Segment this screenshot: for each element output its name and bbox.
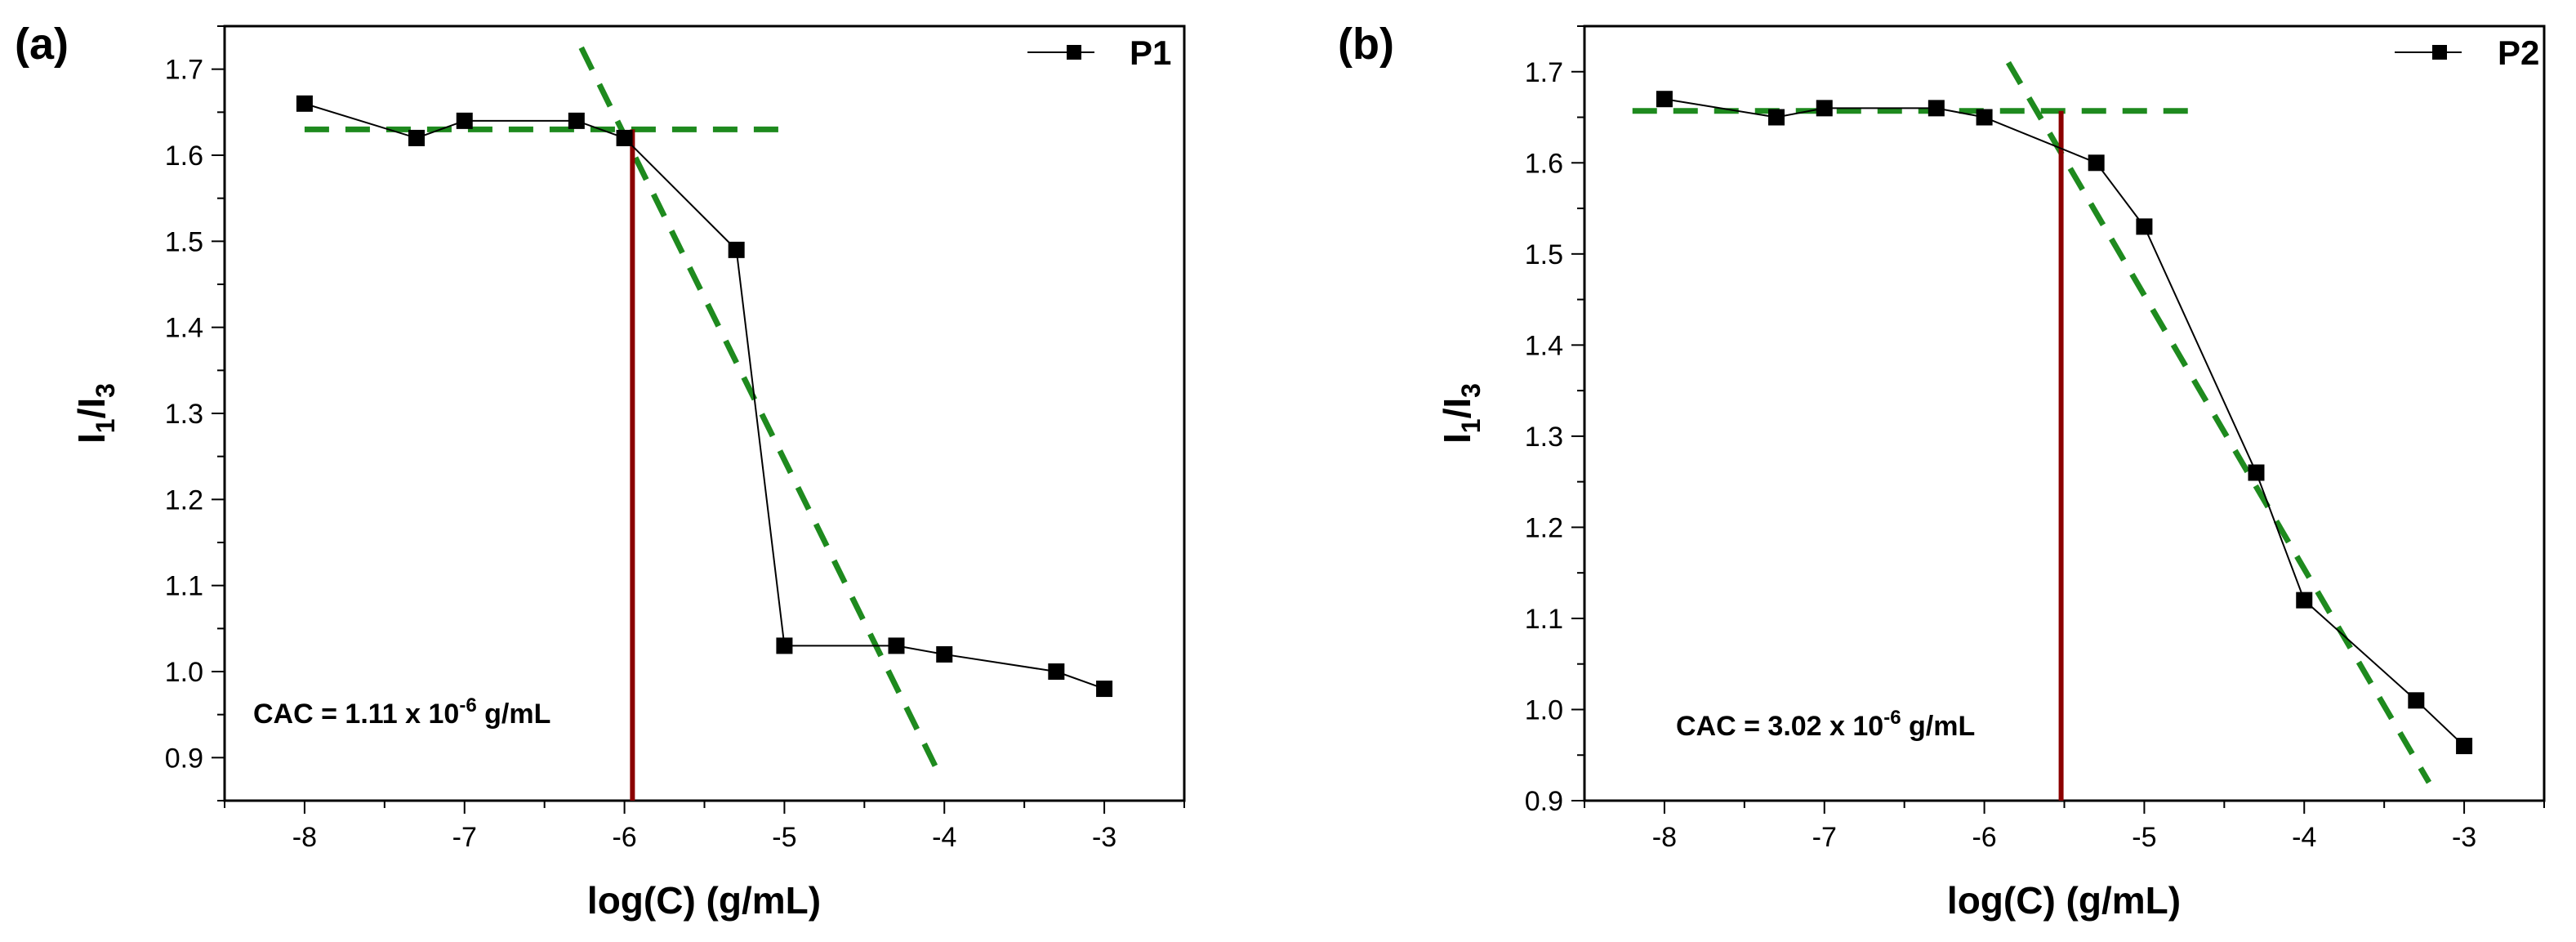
data-point-b [2088, 154, 2105, 172]
data-point-a [776, 637, 793, 654]
legend-marker-b [2432, 45, 2447, 60]
y-tick-label-b: 1.6 [1525, 148, 1563, 179]
cac-annotation-b: CAC = 3.02 x 10-6 g/mL [1676, 707, 1975, 742]
x-ticks-b: -8 -7 -6 -5 -4 -3 [1584, 801, 2545, 853]
y-tick-label-a: 1.4 [165, 313, 203, 344]
data-point-a [568, 112, 585, 129]
series-a [296, 95, 1113, 698]
data-point-a [1048, 663, 1065, 680]
x-tick-label-a: -6 [612, 822, 636, 853]
y-tick-label-b: 0.9 [1525, 786, 1563, 817]
cac-annotation-b-suffix: g/mL [1901, 711, 1976, 742]
slope-fit-b [2005, 60, 2432, 784]
plot-frame-b [1583, 25, 2546, 802]
data-point-b [1928, 100, 1945, 117]
y-axis-title-b: I1/I3 [1436, 383, 1486, 444]
x-tick-label-a: -4 [932, 822, 956, 853]
cac-annotation-a-exponent: -6 [459, 694, 476, 717]
x-tick-label-a: -3 [1092, 822, 1116, 853]
x-axis-title-a: log(C) (g/mL) [587, 879, 821, 922]
data-point-b [1976, 109, 1993, 126]
series-line-b [1664, 98, 2465, 747]
x-tick-label-b: -5 [2132, 822, 2156, 853]
y-tick-label-a: 1.3 [165, 399, 203, 430]
y-tick-label-b: 1.2 [1525, 512, 1563, 543]
y-tick-label-b: 1.1 [1525, 604, 1563, 635]
cac-annotation-a: CAC = 1.11 x 10-6 g/mL [253, 694, 550, 730]
x-tick-label-b: -8 [1652, 822, 1677, 853]
data-point-b [1656, 91, 1673, 108]
data-point-b [2408, 692, 2425, 709]
y-tick-label-b: 1.5 [1525, 239, 1563, 270]
y-tick-label-b: 1.0 [1525, 694, 1563, 725]
x-tick-label-a: -5 [772, 822, 796, 853]
y-axis-title-b-main: I [1436, 433, 1478, 444]
y-axis-title-a-slash: /I [70, 398, 113, 419]
cac-annotation-b-exponent: -6 [1883, 707, 1901, 729]
fit-lines-b [1632, 60, 2432, 784]
panel-label-b: (b) [1338, 20, 1394, 69]
y-tick-label-b: 1.7 [1525, 57, 1563, 88]
x-tick-label-a: -7 [452, 822, 477, 853]
panel-b: (b) 0.9 1.0 1.1 1.2 1.3 1.4 1.5 1.6 1.7 -8 -7 -6 -5… [1338, 20, 2546, 922]
y-tick-label-a: 1.2 [165, 484, 203, 516]
y-axis-title-b-sub1: 1 [1456, 418, 1486, 433]
data-point-a [616, 129, 633, 146]
data-point-b [2296, 592, 2313, 609]
y-tick-label-a: 1.1 [165, 571, 203, 602]
y-tick-label-a: 1.7 [165, 55, 203, 86]
legend-a: P1 [1027, 33, 1171, 72]
y-tick-label-b: 1.4 [1525, 330, 1563, 361]
y-axis-title-b-slash: /I [1436, 398, 1478, 419]
data-point-b [2248, 464, 2265, 481]
data-point-a [888, 637, 905, 654]
y-axis-title-a-sub2: 3 [91, 383, 120, 398]
plot-frame-a [223, 25, 1186, 802]
x-tick-label-b: -3 [2452, 822, 2476, 853]
x-tick-label-b: -4 [2292, 822, 2316, 853]
y-ticks-b: 0.9 1.0 1.1 1.2 1.3 1.4 1.5 1.6 1.7 [1525, 25, 1584, 817]
x-tick-label-b: -7 [1812, 822, 1837, 853]
legend-label-b: P2 [2498, 33, 2539, 72]
y-tick-label-a: 1.6 [165, 141, 203, 172]
data-point-a [408, 129, 425, 146]
y-tick-label-a: 0.9 [165, 743, 203, 774]
data-point-a [1096, 681, 1113, 698]
data-point-a [728, 241, 745, 258]
y-axis-title-a: I1/I3 [70, 383, 120, 444]
legend-b: P2 [2395, 33, 2539, 72]
x-tick-label-a: -8 [292, 822, 317, 853]
slope-fit-a [578, 46, 943, 776]
cac-annotation-b-prefix: CAC = 3.02 x 10 [1676, 711, 1883, 742]
y-tick-label-a: 1.5 [165, 226, 203, 257]
series-b [1656, 91, 2473, 755]
series-line-a [304, 102, 1105, 690]
y-tick-label-b: 1.3 [1525, 422, 1563, 453]
data-point-b [2136, 218, 2153, 235]
data-point-a [456, 112, 473, 129]
legend-label-a: P1 [1130, 33, 1171, 72]
data-point-a [296, 95, 313, 112]
panel-a: (a) 0.9 1.0 1.1 1.2 1.3 1.4 1.5 1.6 1.7 -8 -7 -6 -5… [15, 20, 1186, 922]
x-tick-label-b: -6 [1972, 822, 1996, 853]
data-point-b [1816, 100, 1833, 117]
y-tick-label-a: 1.0 [165, 657, 203, 688]
cac-annotation-a-prefix: CAC = 1.11 x 10 [253, 699, 459, 730]
legend-marker-a [1067, 45, 1081, 60]
x-ticks-a: -8 -7 -6 -5 -4 -3 [224, 801, 1185, 853]
cac-annotation-a-suffix: g/mL [477, 699, 551, 730]
data-point-b [1768, 109, 1785, 126]
y-axis-title-a-sub1: 1 [91, 418, 120, 433]
fit-lines-a [304, 46, 943, 776]
x-axis-title-b: log(C) (g/mL) [1947, 879, 2181, 922]
data-point-b [2456, 738, 2473, 755]
y-axis-title-b-sub2: 3 [1456, 383, 1486, 398]
panel-label-a: (a) [15, 20, 69, 69]
data-point-a [936, 645, 953, 663]
y-axis-title-a-main: I [70, 433, 113, 444]
y-ticks-a: 0.9 1.0 1.1 1.2 1.3 1.4 1.5 1.6 1.7 [165, 25, 225, 801]
